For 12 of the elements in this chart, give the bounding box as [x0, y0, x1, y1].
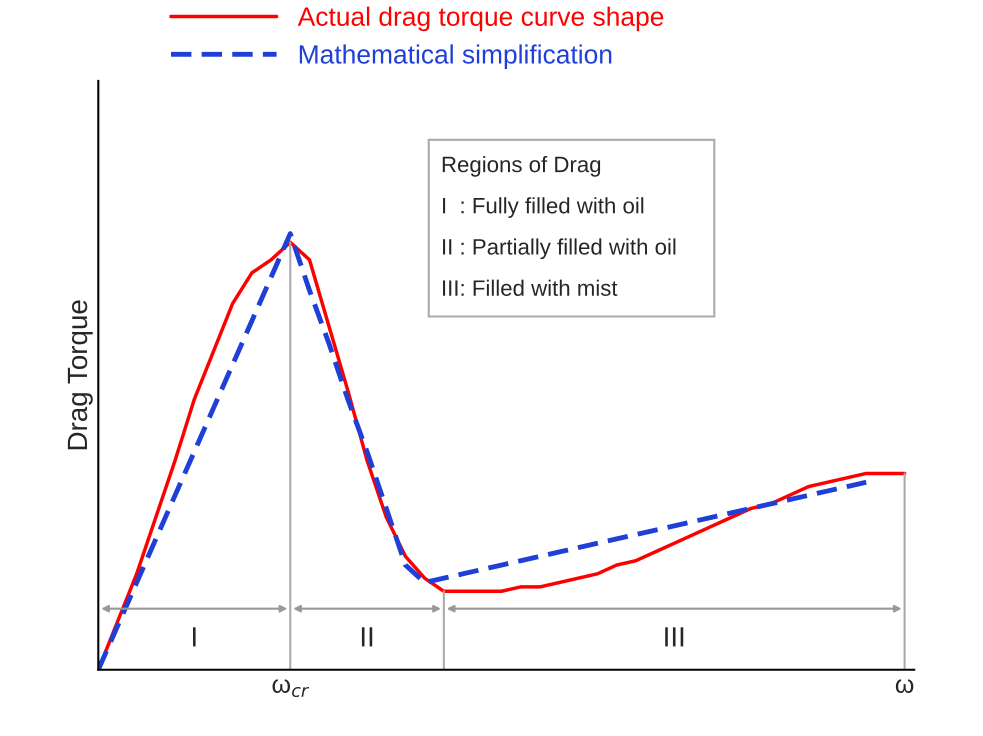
y-axis-title: Drag Torque [68, 300, 93, 450]
text: Regions of Drag [442, 156, 600, 177]
x-tick-label: ω$_{cr}$ [272, 679, 310, 698]
annotation: II [362, 627, 372, 646]
annotation: I [192, 627, 196, 646]
text: I : Fully filled with oil [443, 197, 644, 218]
legend-label: Actual drag torque curve shape [298, 6, 664, 32]
annotation: III: Filled with mist [443, 280, 618, 296]
annotation: II : Partially filled with oil [443, 238, 676, 260]
annotation: III [665, 627, 684, 646]
legend-label: Mathematical simplification [300, 44, 612, 69]
x-tick-label: ω [896, 679, 914, 693]
